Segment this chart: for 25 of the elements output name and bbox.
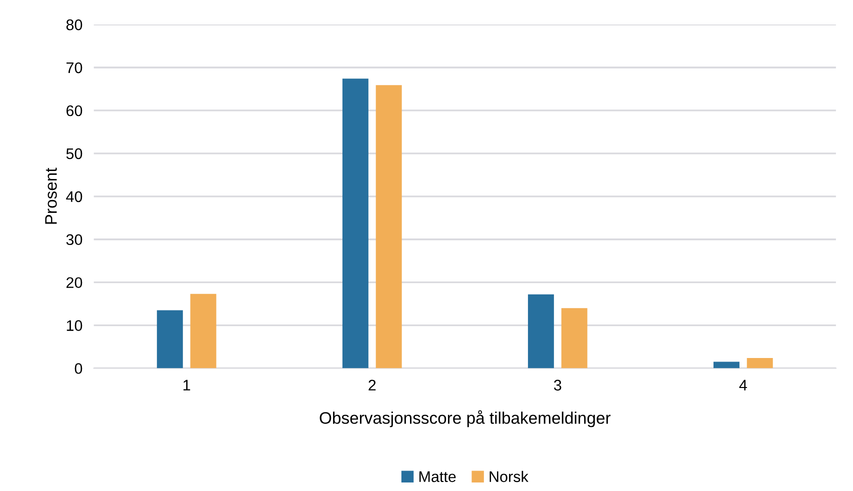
y-tick-label: 70	[66, 62, 82, 74]
y-axis-title: Prosent	[45, 168, 57, 224]
bar	[190, 294, 216, 368]
y-tick-label: 30	[66, 234, 82, 246]
bar	[156, 310, 183, 368]
y-tick-label: 50	[66, 148, 82, 160]
bar	[561, 308, 588, 368]
legend-label: Matte	[419, 471, 456, 482]
y-tick-label: 0	[74, 363, 82, 374]
x-tick-label: 4	[739, 380, 747, 390]
x-axis-title: Observasjonsscore på tilbakemeldinger	[320, 410, 611, 428]
bar	[713, 362, 740, 368]
y-tick-label: 40	[66, 191, 82, 202]
bar	[746, 358, 773, 368]
x-tick-label: 1	[184, 380, 190, 390]
y-tick-label: 10	[66, 320, 82, 331]
y-tick-label: 60	[66, 105, 82, 116]
legend-label: Norsk	[490, 470, 528, 482]
x-tick-label: 2	[368, 380, 376, 390]
y-tick-label: 20	[66, 277, 82, 288]
bar	[376, 85, 402, 368]
y-tick-label: 80	[66, 19, 82, 30]
x-tick-label: 3	[554, 380, 562, 391]
bar	[342, 78, 368, 368]
bar	[528, 294, 554, 368]
